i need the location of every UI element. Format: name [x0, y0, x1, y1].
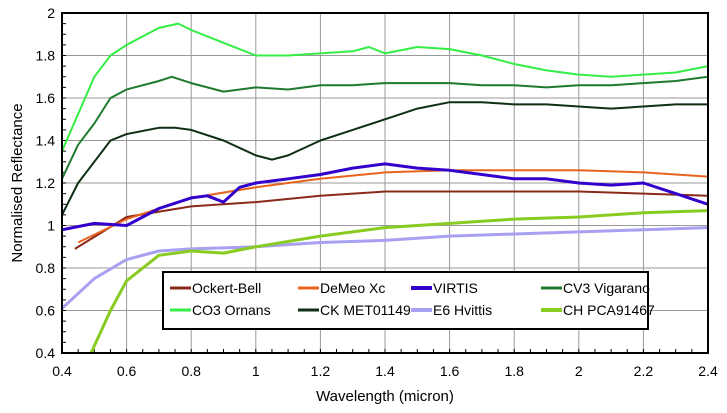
- series-line-ockert-bell: [74, 190, 708, 250]
- x-tick-label: 0.6: [117, 363, 137, 379]
- legend: Ockert-Bell DeMeo Xc VIRTIS CV3 Vigarano CO3…: [162, 271, 655, 330]
- y-tick-label: 0.8: [36, 260, 56, 276]
- x-tick-label: 2: [575, 363, 583, 379]
- legend-label: DeMeo Xc: [320, 280, 385, 296]
- x-tick-label: 0.4: [52, 363, 72, 379]
- y-tick-label: 1.6: [36, 90, 56, 106]
- x-tick-label: 1.4: [375, 363, 395, 379]
- x-tick-label: 2.4: [698, 363, 718, 379]
- x-tick-label: 1.6: [440, 363, 460, 379]
- y-axis-label: Normalised Reflectance: [9, 103, 26, 262]
- y-tick-label: 1: [47, 218, 55, 234]
- legend-box: [162, 271, 649, 330]
- x-tick-label: 1: [252, 363, 260, 379]
- series-line-e6-hvittis: [62, 226, 708, 310]
- x-tick-label: 1.2: [311, 363, 331, 379]
- y-tick-label: 2: [47, 5, 55, 21]
- y-tick-label: 0.6: [36, 303, 56, 319]
- tick-labels: 0.4 0.6 0.8 1 1.2 1.4 1.6 1.8 2 2.2 2.4 0.4 0.6 0.8 1 1…: [36, 5, 718, 379]
- series-line-cv3-vigarano: [62, 75, 708, 180]
- legend-label: CV3 Vigarano: [563, 280, 650, 296]
- x-tick-label: 1.8: [504, 363, 524, 379]
- y-tick-label: 1.2: [36, 175, 56, 191]
- legend-label: CK MET01149: [320, 302, 411, 318]
- series-line-ch-pca91467: [89, 209, 708, 353]
- series-line-ck-met01149: [62, 101, 708, 216]
- legend-label: E6 Hvittis: [433, 302, 492, 318]
- y-tick-label: 1.4: [36, 133, 56, 149]
- series-lines: [62, 22, 708, 353]
- legend-label: CH PCA91467: [563, 302, 655, 318]
- x-axis-label: Wavelength (micron): [316, 388, 454, 405]
- series-line-co3-ornans: [62, 22, 708, 152]
- y-tick-label: 1.8: [36, 48, 56, 64]
- legend-label: VIRTIS: [433, 280, 478, 296]
- legend-label: CO3 Ornans: [192, 302, 271, 318]
- series-line-virtis: [62, 162, 708, 232]
- y-tick-label: 0.4: [36, 345, 56, 361]
- legend-label: Ockert-Bell: [192, 280, 261, 296]
- plot-frame: [61, 12, 709, 354]
- x-tick-label: 2.2: [634, 363, 654, 379]
- x-tick-label: 0.8: [181, 363, 201, 379]
